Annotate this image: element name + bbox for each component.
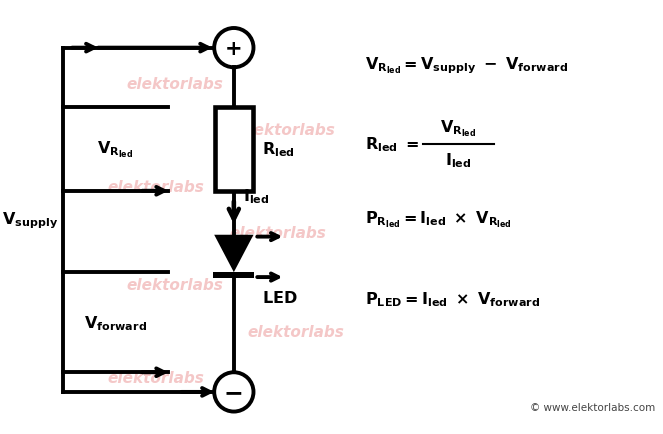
Text: $\mathbf{LED}$: $\mathbf{LED}$: [262, 290, 298, 306]
Text: −: −: [224, 380, 244, 404]
Text: $\mathbf{P_{R_{led}} = I_{led}\ \times\ V_{R_{led}}}$: $\mathbf{P_{R_{led}} = I_{led}\ \times\ …: [365, 209, 512, 230]
Text: $\mathbf{V_{R_{led}}}$: $\mathbf{V_{R_{led}}}$: [97, 139, 134, 160]
Text: elektorlabs: elektorlabs: [107, 179, 204, 194]
Text: $\mathbf{P_{LED} = I_{led}\ \times\ V_{forward}}$: $\mathbf{P_{LED} = I_{led}\ \times\ V_{f…: [365, 289, 540, 308]
Text: elektorlabs: elektorlabs: [126, 76, 223, 92]
Text: $\mathbf{I_{led}}$: $\mathbf{I_{led}}$: [445, 151, 471, 170]
Text: $\mathbf{V_{forward}}$: $\mathbf{V_{forward}}$: [84, 313, 147, 332]
Polygon shape: [214, 235, 253, 273]
Text: elektorlabs: elektorlabs: [126, 277, 223, 292]
Text: $\mathbf{I_{led}}$: $\mathbf{I_{led}}$: [243, 187, 270, 206]
Text: elektorlabs: elektorlabs: [107, 371, 204, 385]
Text: +: +: [225, 39, 243, 59]
Bar: [215, 107, 253, 191]
Text: $\mathbf{V_{R_{led}}}$: $\mathbf{V_{R_{led}}}$: [440, 118, 477, 139]
Bar: [213, 273, 255, 279]
Text: elektorlabs: elektorlabs: [229, 226, 326, 241]
Text: © www.elektorlabs.com: © www.elektorlabs.com: [530, 403, 655, 413]
Text: $\mathbf{V_{R_{led}} = V_{supply}\ -\ V_{forward}}$: $\mathbf{V_{R_{led}} = V_{supply}\ -\ V_…: [365, 55, 568, 76]
Text: elektorlabs: elektorlabs: [239, 123, 335, 138]
Text: elektorlabs: elektorlabs: [248, 324, 345, 339]
Text: $\mathbf{R_{led}\ =\ }$: $\mathbf{R_{led}\ =\ }$: [365, 135, 419, 154]
Text: $\mathbf{V_{supply}}$: $\mathbf{V_{supply}}$: [2, 210, 58, 230]
Text: $\mathbf{R_{led}}$: $\mathbf{R_{led}}$: [262, 140, 295, 159]
